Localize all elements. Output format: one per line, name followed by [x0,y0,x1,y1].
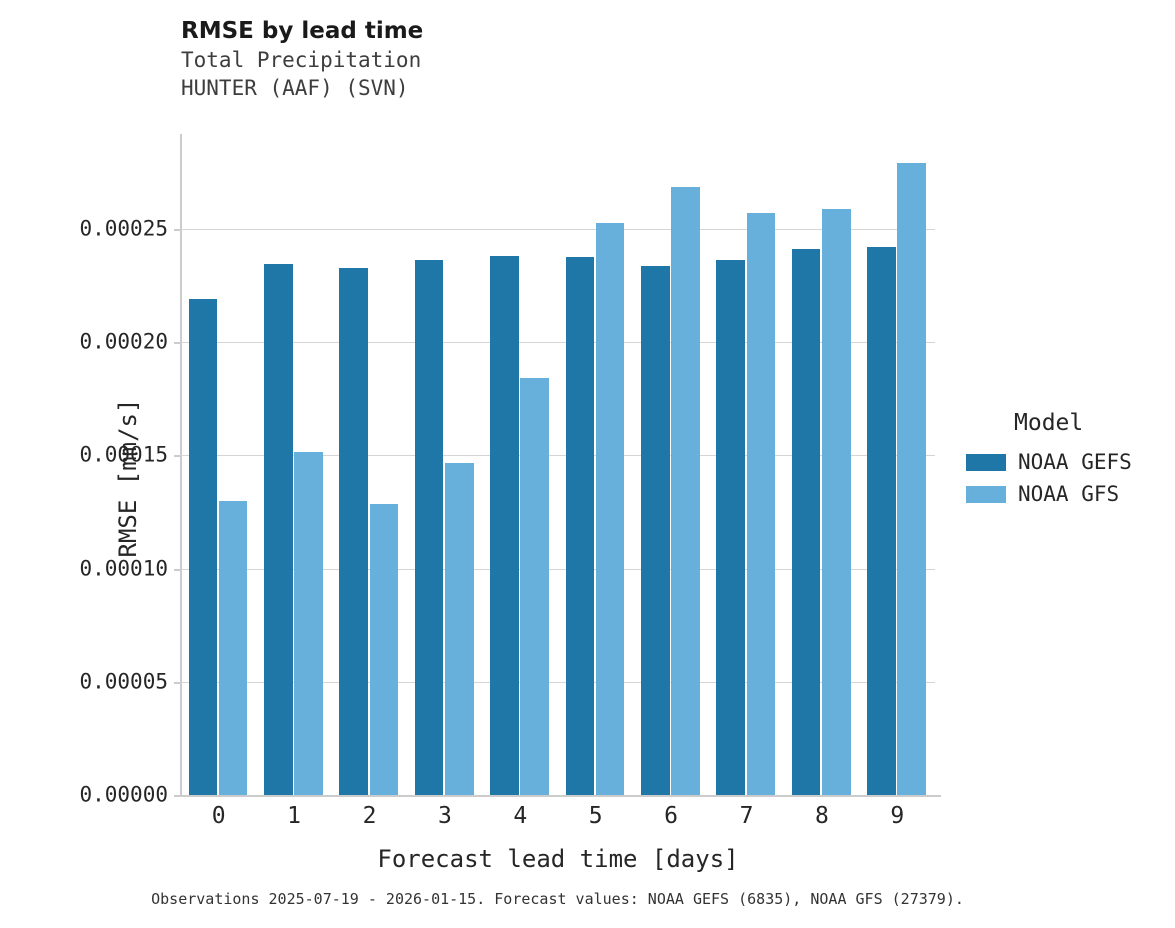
plot-area: 0.00000 0.00005 0.00010 0.00015 0.00020 0.000… [79,134,941,828]
x-tick-label-3: 3 [437,803,452,829]
x-tick-label-7: 7 [739,803,754,829]
chart-title: RMSE by lead time [181,18,424,44]
x-tick-label-9: 9 [890,803,905,829]
legend-label: NOAA GEFS [1018,449,1132,474]
gridline [181,229,935,231]
chart-subtitle-station: HUNTER (AAF) (SVN) [181,76,409,100]
y-tick-mark [174,229,181,232]
footnote: Observations 2025-07-19 - 2026-01-15. Fo… [151,890,964,908]
bar-noaa-gfs-lead-9[interactable] [897,163,926,795]
x-tick-label-2: 2 [362,803,377,829]
bar-noaa-gefs-lead-9[interactable] [867,247,896,795]
bar-noaa-gfs-lead-8[interactable] [821,208,851,795]
y-axis-spine [180,134,182,795]
chart-subtitle-variable: Total Precipitation [181,48,422,72]
gridline [181,568,935,570]
x-axis-spine [175,795,941,797]
x-tick-label-1: 1 [287,803,302,829]
legend-title: Model [1014,410,1084,436]
legend: Model NOAA GEFS NOAA GFS [966,408,1171,510]
legend-label: NOAA GFS [1018,481,1120,506]
bar-noaa-gefs-lead-2[interactable] [339,267,368,795]
bar-noaa-gefs-lead-6[interactable] [640,266,670,795]
title-block: RMSE by lead time Total Precipitation HU… [181,16,941,102]
bar-noaa-gfs-lead-2[interactable] [369,504,399,795]
bar-noaa-gfs-lead-3[interactable] [444,463,474,795]
bar-noaa-gefs-lead-8[interactable] [791,249,821,795]
x-tick-label-6: 6 [664,803,679,829]
x-tick-label-4: 4 [513,803,528,829]
bar-noaa-gefs-lead-4[interactable] [490,256,519,795]
legend-item-noaa-gfs[interactable]: NOAA GFS [966,478,1171,510]
y-tick-label: 0.00000 [79,782,168,807]
legend-item-noaa-gefs[interactable]: NOAA GEFS [966,446,1171,478]
bar-noaa-gefs-lead-1[interactable] [263,264,293,795]
bar-noaa-gfs-lead-5[interactable] [595,223,625,795]
bar-noaa-gefs-lead-7[interactable] [716,259,745,795]
y-tick-mark [174,568,181,571]
bar-noaa-gfs-lead-1[interactable] [294,452,323,795]
legend-entries: NOAA GEFS NOAA GFS [966,446,1171,510]
bar-noaa-gefs-lead-5[interactable] [565,257,595,795]
bar-noaa-gfs-lead-7[interactable] [746,213,776,795]
bar-noaa-gfs-lead-6[interactable] [671,187,700,795]
y-tick-label: 0.00015 [79,442,168,467]
bar-noaa-gfs-lead-4[interactable] [520,378,549,795]
y-tick-label: 0.00005 [79,669,168,694]
gridline [181,681,935,683]
y-tick-mark [174,681,181,684]
bar-noaa-gefs-lead-3[interactable] [414,259,444,795]
y-tick-label: 0.00025 [79,216,168,241]
y-tick-label: 0.00010 [79,556,168,581]
y-tick-label: 0.00020 [79,329,168,354]
legend-swatch-icon [966,485,1006,503]
bar-noaa-gefs-lead-0[interactable] [188,299,218,795]
gridline [181,455,935,457]
x-tick-label-8: 8 [814,803,829,829]
y-tick-mark [174,795,181,797]
gridline [181,342,935,344]
y-tick-mark [174,455,181,458]
bar-noaa-gfs-lead-0[interactable] [218,500,248,795]
x-tick-label-5: 5 [588,803,603,829]
x-tick-label-0: 0 [211,803,226,829]
x-axis-title: Forecast lead time [days] [377,845,739,873]
y-tick-mark [174,342,181,345]
legend-swatch-icon [966,453,1006,471]
